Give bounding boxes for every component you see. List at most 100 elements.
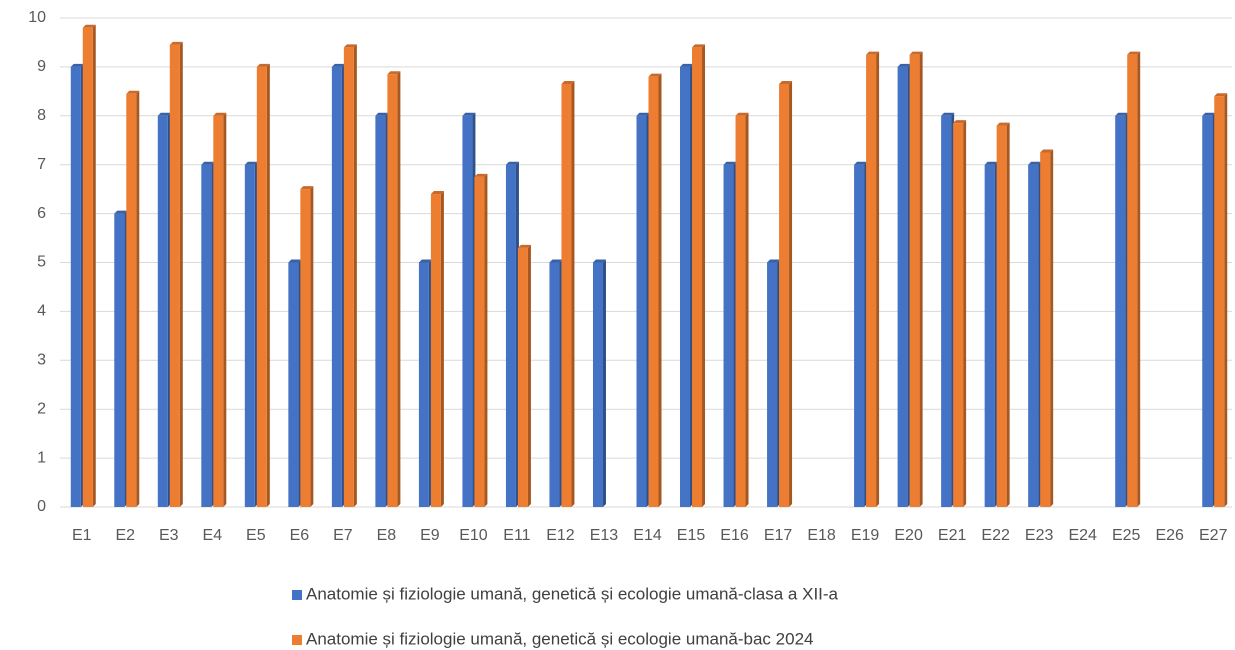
bar bbox=[984, 164, 995, 507]
bar-top bbox=[636, 112, 650, 116]
bar-top bbox=[561, 81, 575, 85]
bar-side bbox=[353, 44, 357, 508]
bar bbox=[1127, 54, 1138, 508]
x-tick-label: E6 bbox=[290, 527, 310, 544]
x-tick-label: E8 bbox=[377, 527, 397, 544]
y-tick-label: 5 bbox=[37, 254, 46, 271]
bar bbox=[1202, 115, 1213, 508]
bar bbox=[505, 164, 516, 507]
bar bbox=[244, 164, 255, 507]
bar bbox=[854, 164, 865, 507]
bar-side bbox=[1137, 51, 1141, 508]
x-tick-label: E20 bbox=[894, 527, 923, 544]
bar-top bbox=[213, 112, 227, 116]
bar-top bbox=[680, 63, 694, 67]
bar-side bbox=[919, 51, 923, 508]
bar-top bbox=[1028, 161, 1042, 165]
bar bbox=[300, 189, 311, 507]
bar-top bbox=[387, 71, 401, 75]
x-tick-label: E15 bbox=[677, 527, 706, 544]
x-tick-label: E23 bbox=[1025, 527, 1054, 544]
x-tick-label: E4 bbox=[203, 527, 223, 544]
bar bbox=[126, 93, 137, 508]
x-tick-label: E21 bbox=[938, 527, 967, 544]
bar bbox=[201, 164, 212, 507]
bar bbox=[256, 66, 267, 508]
bar-top bbox=[1040, 149, 1054, 153]
bar-side bbox=[1224, 93, 1228, 508]
bar-side bbox=[1006, 122, 1010, 507]
bar-top bbox=[474, 173, 488, 177]
bar-top bbox=[779, 81, 793, 85]
bar bbox=[169, 44, 180, 508]
bar bbox=[418, 262, 429, 507]
bar bbox=[779, 84, 790, 507]
bar-top bbox=[169, 41, 183, 45]
x-tick-label: E3 bbox=[159, 527, 179, 544]
bar bbox=[767, 262, 778, 507]
bar-top bbox=[692, 44, 706, 48]
bar-side bbox=[658, 73, 662, 508]
bar-side bbox=[876, 51, 880, 508]
bar bbox=[636, 115, 647, 508]
legend-label: Anatomie și fiziologie umană, genetică ș… bbox=[306, 629, 813, 648]
bar-side bbox=[527, 244, 531, 507]
bar-side bbox=[397, 71, 401, 508]
bar bbox=[592, 262, 603, 507]
x-tick-label: E16 bbox=[720, 527, 749, 544]
bar-side bbox=[1050, 149, 1054, 507]
bar-top bbox=[592, 259, 606, 263]
bar bbox=[723, 164, 734, 507]
bar-side bbox=[571, 81, 575, 507]
bar-top bbox=[256, 63, 270, 67]
bar bbox=[1028, 164, 1039, 507]
bar bbox=[735, 115, 746, 508]
bar-top bbox=[505, 161, 519, 165]
bar-top bbox=[1127, 51, 1141, 55]
bar bbox=[157, 115, 168, 508]
bar bbox=[561, 84, 572, 507]
bar bbox=[375, 115, 386, 508]
bar-top bbox=[1202, 112, 1216, 116]
bar-top bbox=[462, 112, 476, 116]
bar-top bbox=[996, 122, 1010, 126]
x-tick-label: E5 bbox=[246, 527, 266, 544]
x-tick-label: E7 bbox=[333, 527, 353, 544]
bar bbox=[82, 27, 93, 508]
bar bbox=[1040, 152, 1051, 507]
legend-label: Anatomie și fiziologie umană, genetică ș… bbox=[306, 584, 839, 603]
bar-top bbox=[953, 120, 967, 124]
bar-top bbox=[866, 51, 880, 55]
bar bbox=[909, 54, 920, 508]
bar bbox=[941, 115, 952, 508]
bar-top bbox=[854, 161, 868, 165]
bar-top bbox=[723, 161, 737, 165]
bar bbox=[897, 66, 908, 508]
bar bbox=[70, 66, 81, 508]
bar-top bbox=[288, 259, 302, 263]
y-tick-label: 6 bbox=[37, 205, 46, 222]
bar bbox=[648, 76, 659, 508]
bar-top bbox=[735, 112, 749, 116]
bar bbox=[430, 194, 441, 508]
x-tick-label: E12 bbox=[546, 527, 575, 544]
x-tick-label: E25 bbox=[1112, 527, 1141, 544]
bar bbox=[213, 115, 224, 508]
y-tick-label: 7 bbox=[37, 156, 46, 173]
bar-top bbox=[201, 161, 215, 165]
bar-top bbox=[343, 44, 357, 48]
bar-top bbox=[157, 112, 171, 116]
bar-side bbox=[440, 191, 444, 508]
bar-side bbox=[179, 41, 183, 508]
bar-top bbox=[126, 90, 140, 94]
y-tick-label: 0 bbox=[37, 498, 46, 515]
bar-top bbox=[767, 259, 781, 263]
bar bbox=[692, 47, 703, 508]
bar bbox=[1115, 115, 1126, 508]
bar bbox=[288, 262, 299, 507]
bar-top bbox=[331, 63, 345, 67]
x-tick-label: E13 bbox=[590, 527, 619, 544]
bar-top bbox=[375, 112, 389, 116]
legend-swatch bbox=[292, 590, 302, 600]
y-tick-label: 1 bbox=[37, 449, 46, 466]
